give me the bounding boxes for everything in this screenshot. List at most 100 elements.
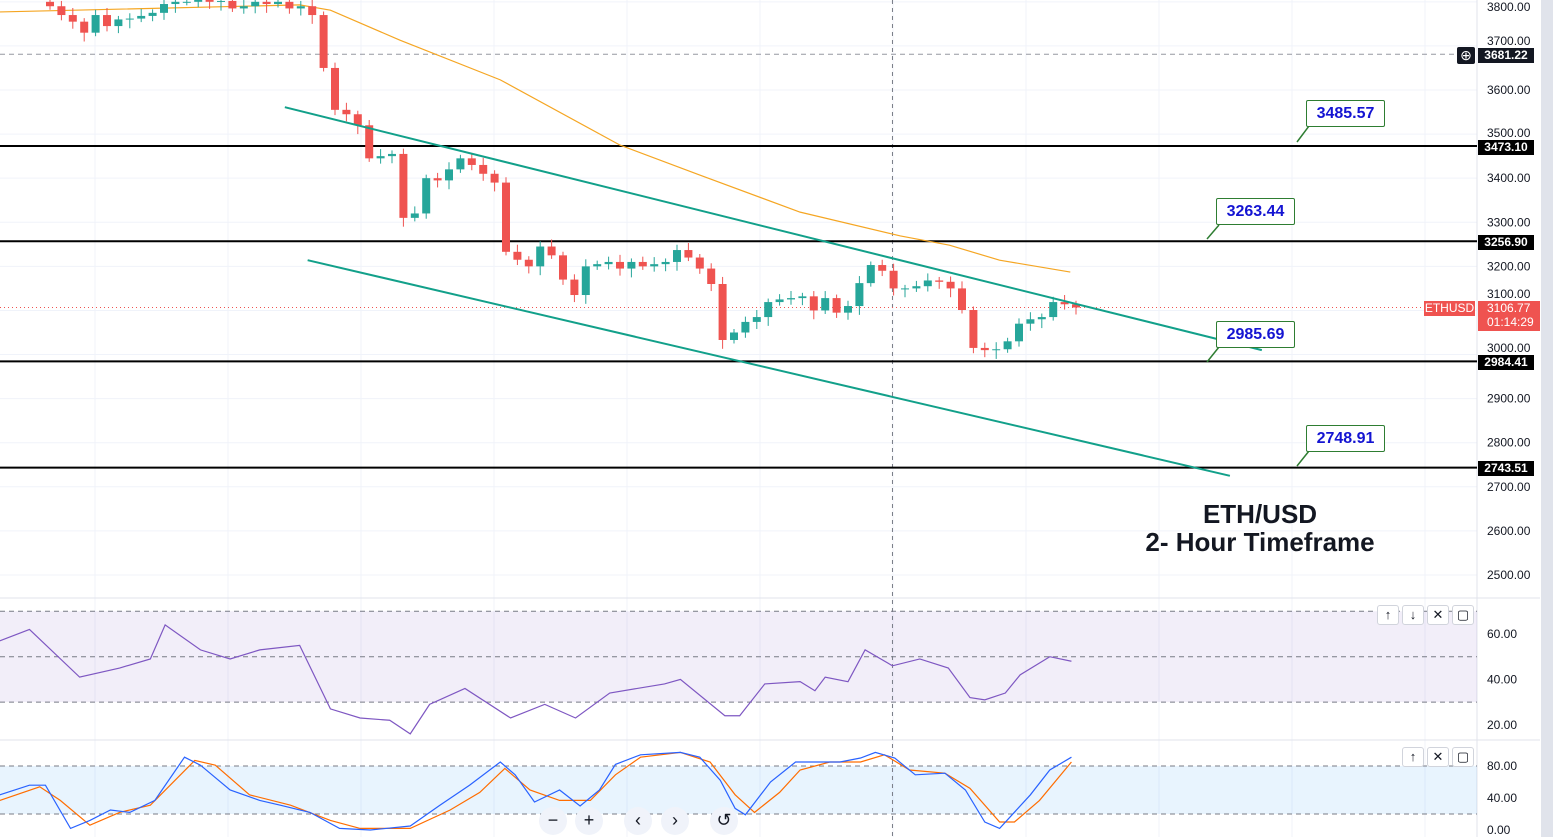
candle-body — [479, 164, 488, 174]
last-price: 3106.77 — [1487, 301, 1531, 315]
zoom-in-button[interactable]: + — [575, 807, 603, 835]
rsi-move-up-button[interactable]: ↑ — [1377, 605, 1399, 625]
price-tick-label: 3500.00 — [1487, 126, 1531, 140]
candle-body — [171, 1, 180, 5]
candle-body — [638, 261, 647, 267]
candle-body — [627, 261, 636, 269]
candle-body — [684, 250, 693, 258]
rsi-close-button[interactable]: ✕ — [1427, 605, 1449, 625]
candle-body — [239, 6, 248, 9]
reset-chart-button[interactable]: ↺ — [710, 807, 738, 835]
rsi-maximize-button[interactable]: ▢ — [1452, 605, 1474, 625]
price-tick-label: 3200.00 — [1487, 259, 1531, 273]
candle-body — [513, 251, 522, 260]
price-tick-label: 3100.00 — [1487, 287, 1531, 301]
zoom-out-button[interactable]: − — [539, 807, 567, 835]
candle-body — [1049, 302, 1058, 318]
candle-body — [285, 1, 294, 9]
candle-body — [422, 178, 431, 214]
candle-body — [125, 18, 134, 20]
scroll-forward-button[interactable]: › — [661, 807, 689, 835]
stoch-maximize-button[interactable]: ▢ — [1452, 747, 1474, 767]
candle-body — [821, 298, 830, 311]
candle-body — [547, 246, 556, 256]
rsi-move-down-button[interactable]: ↓ — [1402, 605, 1424, 625]
candle-body — [331, 67, 339, 110]
candle-body — [160, 4, 168, 13]
candle-body — [228, 0, 237, 9]
add-alert-plus-icon[interactable]: ⊕ — [1457, 47, 1475, 64]
candle-body — [980, 347, 989, 351]
candle-body — [103, 15, 111, 27]
price-tick-label: 2700.00 — [1487, 480, 1531, 494]
candle-body — [205, 0, 214, 2]
callout-pointer — [1206, 224, 1220, 240]
rsi-tick-label: 20.00 — [1487, 718, 1517, 732]
candle-body — [80, 21, 89, 33]
candle-body — [182, 1, 191, 3]
callout-pointer — [1296, 125, 1310, 143]
candle-body — [901, 288, 909, 290]
candle-body — [91, 15, 100, 33]
candle-body — [661, 261, 670, 265]
candle-body — [1026, 319, 1035, 324]
chart-title-pair: ETH/USD — [1202, 499, 1318, 529]
candle-body — [593, 264, 602, 267]
candle-body — [114, 19, 123, 27]
level-badge-3473: 3473.10 — [1478, 140, 1534, 155]
price-tick-label: 2600.00 — [1487, 524, 1531, 538]
bar-countdown: 01:14:29 — [1487, 315, 1534, 329]
candle-body — [376, 156, 385, 159]
candle-body — [1060, 302, 1069, 305]
candle-body — [741, 321, 750, 333]
price-tick-label: 3400.00 — [1487, 171, 1531, 185]
candle-body — [958, 288, 966, 311]
candle-body — [673, 250, 681, 262]
candle-body — [57, 6, 66, 16]
candle-body — [832, 298, 841, 313]
chart-title-timeframe: 2- Hour Timeframe — [1145, 527, 1375, 557]
candle-body — [616, 261, 624, 269]
rsi-line — [0, 624, 1072, 735]
candle-body — [570, 279, 579, 296]
candle-body — [137, 15, 146, 19]
candle-body — [342, 109, 351, 115]
price-tick-label: 3800.00 — [1487, 0, 1531, 14]
callout-pointer — [1296, 450, 1310, 467]
candle-body — [1037, 317, 1046, 320]
stoch-move-up-button[interactable]: ↑ — [1402, 747, 1424, 767]
moving-average-line — [0, 4, 1071, 273]
stoch-band — [0, 766, 1477, 814]
candle-body — [787, 298, 795, 300]
candle-body — [844, 306, 852, 313]
scroll-back-button[interactable]: ‹ — [624, 807, 652, 835]
candle-body — [217, 0, 225, 2]
stoch-close-button[interactable]: ✕ — [1427, 747, 1449, 767]
candle-body — [752, 317, 761, 322]
candle-body — [946, 281, 955, 289]
callout-pointer — [1206, 346, 1220, 363]
candle-body — [524, 259, 533, 267]
candle-body — [718, 283, 727, 340]
symbol-label: ETHUSD — [1424, 301, 1475, 316]
candle-body — [798, 296, 807, 299]
candle-body — [650, 264, 659, 267]
stoch-tick-label: 40.00 — [1487, 791, 1517, 805]
candle-body — [68, 15, 77, 22]
stoch-tick-label: 80.00 — [1487, 759, 1517, 773]
candle-body — [365, 125, 374, 159]
candle-body — [194, 0, 203, 2]
candle-body — [878, 265, 887, 271]
candle-body — [695, 257, 704, 269]
candle-body — [502, 182, 510, 252]
stoch-tick-label: 0.00 — [1487, 823, 1511, 837]
candle-body — [730, 332, 738, 340]
candle-body — [855, 283, 864, 307]
candle-body — [308, 6, 317, 16]
candle-body — [388, 153, 396, 157]
candle-body — [467, 158, 476, 165]
candle-body — [251, 1, 260, 7]
price-tick-label: 2800.00 — [1487, 436, 1531, 450]
candle-body — [1072, 304, 1080, 308]
